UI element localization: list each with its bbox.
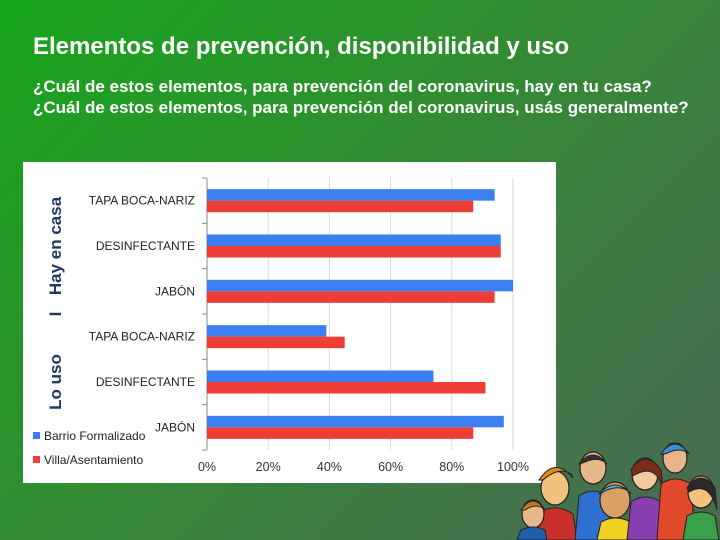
category-label: JABÓN [155,283,195,298]
person-6 [682,475,720,540]
x-tick-label: 0% [198,460,216,474]
person-7 [516,499,548,540]
legend-label: Villa/Asentamiento [44,453,143,467]
bar-barrio-formalizado-5 [207,415,504,428]
group-separator: I [46,312,65,317]
bar-barrio-formalizado-0 [207,189,495,201]
slide-title: Elementos de prevención, disponibilidad … [33,33,570,60]
legend-label: Barrio Formalizado [44,429,146,443]
bar-chart: 0% 20% 40% 60% 80% 100% TAPA BOCA-NARIZ DESINFE… [33,177,529,474]
x-tick-label: 40% [317,460,342,474]
chart-panel: 0% 20% 40% 60% 80% 100% TAPA BOCA-NARIZ DESINFE… [23,162,556,483]
bar-villa-asentamiento-1 [207,246,501,258]
bar-villa-asentamiento-2 [207,291,495,303]
x-tick-label: 100% [497,460,529,474]
bar-villa-asentamiento-4 [207,382,486,394]
bar-barrio-formalizado-1 [207,234,501,246]
bar-barrio-formalizado-3 [207,325,327,337]
group-label-lo-uso: Lo uso [46,354,65,410]
question-usually-use: ¿Cuál de estos elementos, para prevenció… [33,98,689,117]
bar-barrio-formalizado-2 [207,279,513,292]
slide-questions: ¿Cuál de estos elementos, para prevenció… [33,76,713,118]
bar-barrio-formalizado-4 [207,370,434,382]
group-label-hay-en-casa: Hay en casa [46,196,65,295]
bar-villa-asentamiento-5 [207,427,474,439]
question-have-at-home: ¿Cuál de estos elementos, para prevenció… [33,77,652,96]
category-label: TAPA BOCA-NARIZ [89,194,195,208]
x-tick-label: 20% [256,460,281,474]
legend-swatch [33,456,40,463]
category-label: TAPA BOCA-NARIZ [89,330,195,344]
x-tick-label: 60% [378,460,403,474]
person-4 [626,457,666,540]
legend-swatch [33,432,40,439]
category-label: JABÓN [155,419,195,434]
bar-villa-asentamiento-0 [207,200,474,213]
x-tick-label: 80% [439,460,464,474]
bar-villa-asentamiento-3 [207,336,345,349]
category-label: DESINFECTANTE [96,239,195,253]
group-of-people-illustration [516,442,720,540]
category-label: DESINFECTANTE [96,375,195,389]
